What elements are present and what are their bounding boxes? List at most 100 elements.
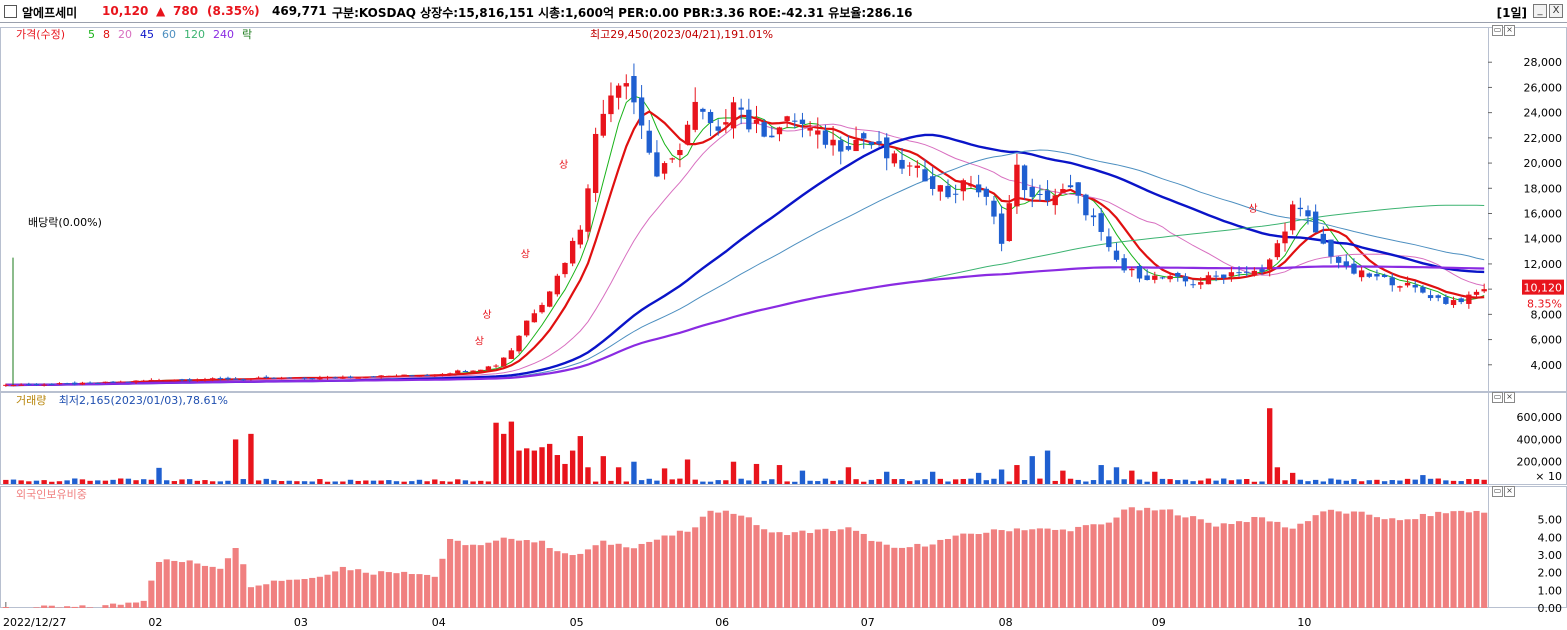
price-candle <box>409 375 415 377</box>
price-candle <box>202 379 208 381</box>
foreign-ratio-bar <box>1006 531 1013 608</box>
price-panel-minimize-icon[interactable]: ▭ <box>1492 25 1503 36</box>
volume-bar <box>1006 481 1012 484</box>
ma20-line <box>5 122 1485 386</box>
volume-bar <box>501 433 507 484</box>
volume-bar <box>232 439 239 484</box>
price-candle <box>18 384 24 386</box>
price-candle <box>1129 268 1135 271</box>
foreign-ytick-label: 3.00 <box>1538 549 1563 562</box>
price-candle <box>470 370 476 372</box>
foreign-ratio-bar <box>853 530 860 608</box>
volume-bar <box>1351 479 1357 484</box>
volume-bar <box>914 480 921 484</box>
foreign-ratio-bar <box>416 574 423 608</box>
limit-up-marker: 상 <box>1248 203 1257 215</box>
volume-bar <box>562 463 568 484</box>
foreign-ratio-bar <box>584 549 592 608</box>
price-candle <box>1067 185 1074 188</box>
price-candle <box>1473 291 1480 295</box>
minimize-button[interactable]: _ <box>1533 4 1547 18</box>
price-candle <box>347 376 354 378</box>
xtick-label: 03 <box>294 616 308 629</box>
price-candle <box>945 185 951 198</box>
stock-chart: 4,0006,0008,00010,00012,00014,00016,0001… <box>0 27 1567 629</box>
volume-bar <box>1343 480 1349 484</box>
price-candle <box>1182 276 1189 282</box>
volume-bar <box>355 480 361 484</box>
volume-bar <box>416 479 423 484</box>
foreign-ratio-bar <box>1465 512 1472 608</box>
last-price-label: 10,120 <box>1524 282 1563 295</box>
high-annotation: 최고29,450(2023/04/21),191.01% <box>590 28 773 41</box>
foreign-ratio-bar <box>944 539 952 608</box>
foreign-panel-close-icon[interactable]: × <box>1504 486 1515 497</box>
price-candle <box>56 383 63 385</box>
foreign-ratio-bar <box>1136 510 1143 608</box>
volume-bar <box>478 480 484 484</box>
foreign-ratio-bar <box>730 513 737 608</box>
price-candle <box>332 377 338 379</box>
foreign-ratio-bar <box>1243 522 1250 608</box>
price-candle <box>1466 294 1472 304</box>
volume-bar <box>1067 478 1074 484</box>
foreign-ratio-bar <box>1473 510 1480 608</box>
volume-bar <box>1098 465 1104 484</box>
foreign-ratio-bar <box>1228 524 1235 608</box>
stock-name: 알에프세미 <box>22 6 78 20</box>
foreign-ratio-bar <box>1373 517 1380 608</box>
volume-bar <box>799 470 806 484</box>
foreign-ratio-bar <box>217 568 224 608</box>
price-ytick-label: 24,000 <box>1524 107 1563 120</box>
foreign-ratio-bar <box>1067 531 1074 608</box>
foreign-ratio-bar <box>477 545 484 608</box>
price-candle <box>1343 261 1349 267</box>
volume-bar <box>1244 479 1250 484</box>
foreign-ratio-bar <box>1113 517 1120 608</box>
price-candle <box>33 383 40 386</box>
price-candle <box>746 109 752 130</box>
price-legend-5: 5 <box>88 28 95 41</box>
close-button[interactable]: X <box>1549 4 1563 18</box>
volume-panel-close-icon[interactable]: × <box>1504 392 1515 403</box>
window-menu-icon[interactable] <box>4 5 17 18</box>
foreign-ratio-bar <box>715 512 722 608</box>
foreign-ratio-bar <box>1098 524 1105 608</box>
timeframe-label[interactable]: [1일] <box>1496 6 1527 20</box>
foreign-ratio-bar <box>1419 513 1426 608</box>
volume-bar <box>952 479 959 484</box>
foreign-ratio-bar <box>1174 515 1181 608</box>
price-candle <box>638 97 645 126</box>
price-candle <box>929 176 936 189</box>
foreign-panel-minimize-icon[interactable]: ▭ <box>1492 486 1503 497</box>
foreign-ratio-bar <box>102 605 109 608</box>
foreign-ratio-bar <box>1289 528 1296 608</box>
volume-bar <box>546 443 553 484</box>
volume-bar <box>1450 480 1457 484</box>
foreign-ratio-bar <box>1036 528 1043 608</box>
volume-bar <box>1328 478 1334 484</box>
volume-bar <box>1083 481 1089 484</box>
price-candle <box>1274 243 1281 258</box>
low-annotation: 최저2,165(2023/01/03),78.61% <box>59 394 228 407</box>
price-candle <box>1320 233 1326 244</box>
price-candle <box>784 116 790 121</box>
price-candle <box>615 85 622 98</box>
price-candle <box>608 95 614 115</box>
volume-bar <box>1106 480 1112 484</box>
price-candle <box>286 377 292 379</box>
price-candle <box>401 374 407 377</box>
volume-bar <box>1473 479 1480 484</box>
price-panel-close-icon[interactable]: × <box>1504 25 1515 36</box>
volume-bar <box>861 481 867 484</box>
volume-bar <box>493 422 499 484</box>
foreign-ratio-bar <box>347 570 354 608</box>
ma5-line <box>5 95 1485 386</box>
volume-bar <box>891 479 898 484</box>
price-ytick-label: 6,000 <box>1531 334 1563 347</box>
foreign-ratio-bar <box>1159 509 1166 608</box>
volume-panel-minimize-icon[interactable]: ▭ <box>1492 392 1503 403</box>
foreign-ratio-bar <box>201 565 209 608</box>
foreign-ratio-bar <box>745 517 752 608</box>
foreign-ratio-bar <box>1320 511 1327 608</box>
